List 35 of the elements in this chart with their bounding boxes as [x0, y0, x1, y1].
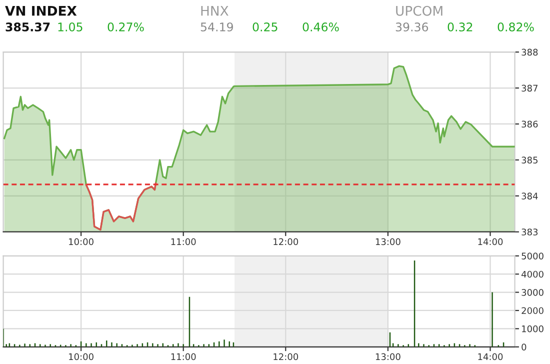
text: UPCOM — [396, 6, 442, 16]
line-series — [85, 182, 157, 231]
x-tick-label: 13:00 — [376, 238, 400, 246]
text: 1.05 — [58, 22, 82, 32]
y-tick-label: 385 — [522, 156, 538, 164]
y-tick-label: 3000 — [522, 289, 544, 296]
x-tick-label: 12:00 — [274, 238, 298, 246]
x-tick-label: 14:00 — [478, 238, 503, 246]
y-tick-label: 0 — [522, 344, 526, 350]
x-tick-label: 13:00 — [376, 353, 400, 360]
y-tick-label: 386 — [522, 120, 538, 128]
x-tick-label: 10:00 — [69, 353, 94, 360]
y-tick-label: 387 — [522, 84, 538, 92]
text: 385.37 — [6, 22, 50, 32]
y-tick-label: 5000 — [522, 252, 544, 260]
x-tick-label: 11:00 — [171, 238, 196, 246]
text: 0.25 — [252, 22, 278, 32]
text: HNX — [201, 6, 228, 16]
y-tick-label: 388 — [522, 48, 538, 56]
x-tick-label: 11:00 — [171, 353, 196, 360]
x-tick-label: 12:00 — [274, 353, 298, 360]
text: 39.36 — [396, 22, 428, 32]
text: 0.32 — [448, 22, 472, 32]
text: 0.82% — [498, 22, 534, 32]
text: 0.46% — [302, 22, 339, 32]
y-tick-label: 383 — [522, 228, 538, 236]
y-tick-label: 1000 — [522, 325, 544, 332]
y-tick-label: 384 — [522, 192, 538, 200]
x-tick-label: 14:00 — [478, 353, 503, 360]
text: VN INDEX — [5, 6, 77, 16]
y-tick-label: 4000 — [521, 270, 544, 278]
text: 0.27% — [108, 22, 144, 32]
y-tick-label: 2000 — [522, 307, 544, 314]
x-tick-label: 10:00 — [69, 238, 94, 246]
text: 54.19 — [200, 22, 233, 32]
